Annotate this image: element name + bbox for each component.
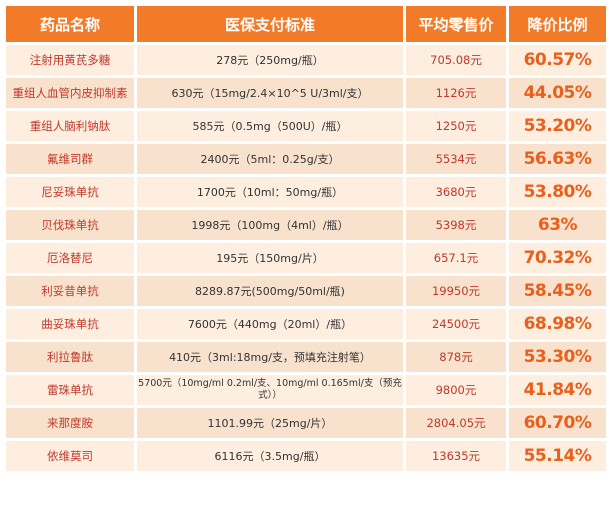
- table-row: 贝伐珠单抗 1998元（100mg（4ml）/瓶） 5398元 63%: [6, 210, 606, 240]
- avg-price-cell: 878元: [406, 342, 506, 372]
- reduction-percent-cell: 41.84%: [509, 375, 606, 405]
- table-row: 重组人脑利钠肽 585元（0.5mg（500U）/瓶） 1250元 53.20%: [6, 111, 606, 141]
- table-row: 利拉鲁肽 410元（3ml:18mg/支，预填充注射笔） 878元 53.30%: [6, 342, 606, 372]
- reduction-percent-cell: 55.14%: [509, 441, 606, 471]
- insurance-standard-cell: 1700元（10ml：50mg/瓶）: [137, 177, 403, 207]
- avg-price-cell: 705.08元: [406, 45, 506, 75]
- reduction-percent-cell: 53.80%: [509, 177, 606, 207]
- header-insurance-standard: 医保支付标准: [137, 6, 403, 42]
- table-row: 厄洛替尼 195元（150mg/片） 657.1元 70.32%: [6, 243, 606, 273]
- table-body: 注射用黄芪多糖 278元（250mg/瓶） 705.08元 60.57% 重组人…: [6, 45, 606, 471]
- avg-price-cell: 19950元: [406, 276, 506, 306]
- drug-name-cell: 雷珠单抗: [6, 375, 134, 405]
- insurance-standard-cell: 278元（250mg/瓶）: [137, 45, 403, 75]
- drug-name-cell: 厄洛替尼: [6, 243, 134, 273]
- avg-price-cell: 24500元: [406, 309, 506, 339]
- insurance-standard-cell: 1101.99元（25mg/片）: [137, 408, 403, 438]
- avg-price-cell: 657.1元: [406, 243, 506, 273]
- table-row: 雷珠单抗 5700元（10mg/ml 0.2ml/支、10mg/ml 0.165…: [6, 375, 606, 405]
- avg-price-cell: 1126元: [406, 78, 506, 108]
- drug-name-cell: 依维莫司: [6, 441, 134, 471]
- table-row: 尼妥珠单抗 1700元（10ml：50mg/瓶） 3680元 53.80%: [6, 177, 606, 207]
- drug-price-table-container: 药品名称 医保支付标准 平均零售价 降价比例 注射用黄芪多糖 278元（250m…: [3, 3, 606, 519]
- table-header-row: 药品名称 医保支付标准 平均零售价 降价比例: [6, 6, 606, 42]
- reduction-percent-cell: 63%: [509, 210, 606, 240]
- insurance-standard-cell: 1998元（100mg（4ml）/瓶）: [137, 210, 403, 240]
- avg-price-cell: 5398元: [406, 210, 506, 240]
- reduction-percent-cell: 56.63%: [509, 144, 606, 174]
- reduction-percent-cell: 68.98%: [509, 309, 606, 339]
- drug-name-cell: 氟维司群: [6, 144, 134, 174]
- drug-price-table: 药品名称 医保支付标准 平均零售价 降价比例 注射用黄芪多糖 278元（250m…: [3, 3, 609, 474]
- insurance-standard-cell: 630元（15mg/2.4×10^5 U/3ml/支）: [137, 78, 403, 108]
- header-avg-retail-price: 平均零售价: [406, 6, 506, 42]
- drug-name-cell: 来那度胺: [6, 408, 134, 438]
- drug-name-cell: 尼妥珠单抗: [6, 177, 134, 207]
- reduction-percent-cell: 60.70%: [509, 408, 606, 438]
- avg-price-cell: 3680元: [406, 177, 506, 207]
- avg-price-cell: 13635元: [406, 441, 506, 471]
- avg-price-cell: 1250元: [406, 111, 506, 141]
- reduction-percent-cell: 53.30%: [509, 342, 606, 372]
- table-row: 重组人血管内皮抑制素 630元（15mg/2.4×10^5 U/3ml/支） 1…: [6, 78, 606, 108]
- reduction-percent-cell: 44.05%: [509, 78, 606, 108]
- insurance-standard-cell: 8289.87元(500mg/50ml/瓶): [137, 276, 403, 306]
- table-row: 利妥昔单抗 8289.87元(500mg/50ml/瓶) 19950元 58.4…: [6, 276, 606, 306]
- drug-name-cell: 利拉鲁肽: [6, 342, 134, 372]
- insurance-standard-cell: 5700元（10mg/ml 0.2ml/支、10mg/ml 0.165ml/支（…: [137, 375, 403, 405]
- drug-name-cell: 重组人血管内皮抑制素: [6, 78, 134, 108]
- insurance-standard-cell: 195元（150mg/片）: [137, 243, 403, 273]
- drug-name-cell: 重组人脑利钠肽: [6, 111, 134, 141]
- insurance-standard-cell: 2400元（5ml：0.25g/支）: [137, 144, 403, 174]
- insurance-standard-cell: 6116元（3.5mg/瓶）: [137, 441, 403, 471]
- header-price-reduction: 降价比例: [509, 6, 606, 42]
- table-row: 依维莫司 6116元（3.5mg/瓶） 13635元 55.14%: [6, 441, 606, 471]
- reduction-percent-cell: 53.20%: [509, 111, 606, 141]
- insurance-standard-cell: 7600元（440mg（20ml）/瓶）: [137, 309, 403, 339]
- insurance-standard-cell: 410元（3ml:18mg/支，预填充注射笔）: [137, 342, 403, 372]
- reduction-percent-cell: 58.45%: [509, 276, 606, 306]
- reduction-percent-cell: 70.32%: [509, 243, 606, 273]
- drug-name-cell: 曲妥珠单抗: [6, 309, 134, 339]
- avg-price-cell: 2804.05元: [406, 408, 506, 438]
- header-drug-name: 药品名称: [6, 6, 134, 42]
- insurance-standard-cell: 585元（0.5mg（500U）/瓶）: [137, 111, 403, 141]
- avg-price-cell: 5534元: [406, 144, 506, 174]
- reduction-percent-cell: 60.57%: [509, 45, 606, 75]
- table-row: 来那度胺 1101.99元（25mg/片） 2804.05元 60.70%: [6, 408, 606, 438]
- drug-name-cell: 注射用黄芪多糖: [6, 45, 134, 75]
- table-row: 注射用黄芪多糖 278元（250mg/瓶） 705.08元 60.57%: [6, 45, 606, 75]
- drug-name-cell: 利妥昔单抗: [6, 276, 134, 306]
- avg-price-cell: 9800元: [406, 375, 506, 405]
- table-row: 氟维司群 2400元（5ml：0.25g/支） 5534元 56.63%: [6, 144, 606, 174]
- table-row: 曲妥珠单抗 7600元（440mg（20ml）/瓶） 24500元 68.98%: [6, 309, 606, 339]
- drug-name-cell: 贝伐珠单抗: [6, 210, 134, 240]
